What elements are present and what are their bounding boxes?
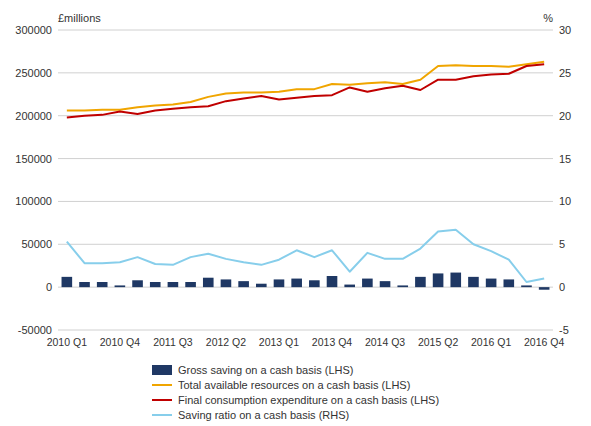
legend-item: Total available resources on a cash basi… — [152, 379, 410, 391]
bar — [115, 285, 126, 287]
x-tick-label: 2012 Q2 — [206, 336, 246, 348]
line — [67, 230, 544, 282]
y-tick-label: 250000 — [15, 67, 52, 79]
legend-swatch — [152, 384, 172, 386]
x-tick-label: 2010 Q1 — [47, 336, 87, 348]
y2-axis-label: % — [543, 12, 553, 24]
bar — [327, 276, 338, 287]
bar — [309, 280, 320, 287]
y-tick-label: 300000 — [15, 24, 52, 36]
bar — [185, 282, 196, 287]
grid-line — [58, 330, 553, 331]
x-tick-label: 2016 Q1 — [471, 336, 511, 348]
x-tick-label: 2013 Q4 — [312, 336, 352, 348]
bar — [221, 279, 232, 287]
legend: Gross saving on a cash basis (LHS) Total … — [152, 364, 439, 421]
y2-tick-label: 20 — [559, 110, 571, 122]
x-tick-label: 2011 Q3 — [153, 336, 193, 348]
grid — [58, 30, 553, 330]
legend-swatch — [152, 365, 172, 375]
chart: -50000 0 50000 100000 150000 200000 250000 3000… — [0, 0, 591, 426]
grid-line — [58, 158, 553, 159]
bar — [397, 285, 408, 287]
y2-tick-label: 25 — [559, 67, 571, 79]
bar — [539, 287, 550, 290]
bar — [168, 282, 179, 287]
grid-line — [58, 30, 553, 31]
bar — [504, 279, 515, 287]
y-tick-label: 100000 — [15, 195, 52, 207]
bar — [415, 277, 426, 287]
bar — [62, 277, 73, 287]
line — [67, 64, 544, 117]
bar — [274, 279, 285, 287]
y2-tick-label: 0 — [559, 281, 565, 293]
legend-item: Final consumption expenditure on a cash … — [152, 394, 439, 406]
x-tick-label: 2016 Q4 — [524, 336, 564, 348]
legend-label: Final consumption expenditure on a cash … — [178, 394, 439, 406]
x-tick-label: 2013 Q1 — [259, 336, 299, 348]
y-tick-label: 0 — [46, 281, 52, 293]
y-axis-label: £millions — [58, 12, 101, 24]
bar — [521, 285, 532, 287]
line — [67, 62, 544, 111]
grid-line — [58, 244, 553, 245]
bar — [362, 279, 373, 288]
y2-tick-label: 5 — [559, 238, 565, 250]
bar — [291, 279, 302, 288]
x-tick-label: 2014 Q3 — [365, 336, 405, 348]
legend-swatch — [152, 414, 172, 416]
y-tick-label: -50000 — [18, 324, 52, 336]
y2-tick-label: 15 — [559, 153, 571, 165]
legend-item: Gross saving on a cash basis (LHS) — [152, 364, 353, 376]
y2-tick-label: 30 — [559, 24, 571, 36]
y-tick-label: 200000 — [15, 110, 52, 122]
legend-label: Total available resources on a cash basi… — [178, 379, 410, 391]
y2-tick-label: 10 — [559, 195, 571, 207]
grid-line — [58, 115, 553, 116]
legend-label: Saving ratio on a cash basis (RHS) — [178, 409, 349, 421]
legend-item: Saving ratio on a cash basis (RHS) — [152, 409, 349, 421]
grid-line — [58, 72, 553, 73]
bar — [433, 273, 444, 287]
y-tick-label: 150000 — [15, 153, 52, 165]
grid-line — [58, 201, 553, 202]
bar — [79, 282, 90, 287]
bar — [344, 285, 355, 288]
legend-label: Gross saving on a cash basis (LHS) — [178, 364, 353, 376]
marks — [62, 62, 550, 290]
legend-swatch — [152, 399, 172, 401]
bar — [150, 282, 161, 287]
bar — [132, 280, 143, 287]
y-tick-label: 50000 — [21, 238, 52, 250]
bar — [256, 284, 267, 287]
bar — [450, 273, 461, 288]
x-tick-label: 2015 Q2 — [418, 336, 458, 348]
bar — [97, 282, 108, 287]
bar — [468, 277, 479, 287]
bar — [486, 279, 497, 288]
bar — [203, 278, 214, 287]
y2-tick-label: -5 — [559, 324, 569, 336]
bar — [380, 281, 391, 287]
x-tick-label: 2010 Q4 — [100, 336, 140, 348]
bar — [238, 281, 249, 287]
